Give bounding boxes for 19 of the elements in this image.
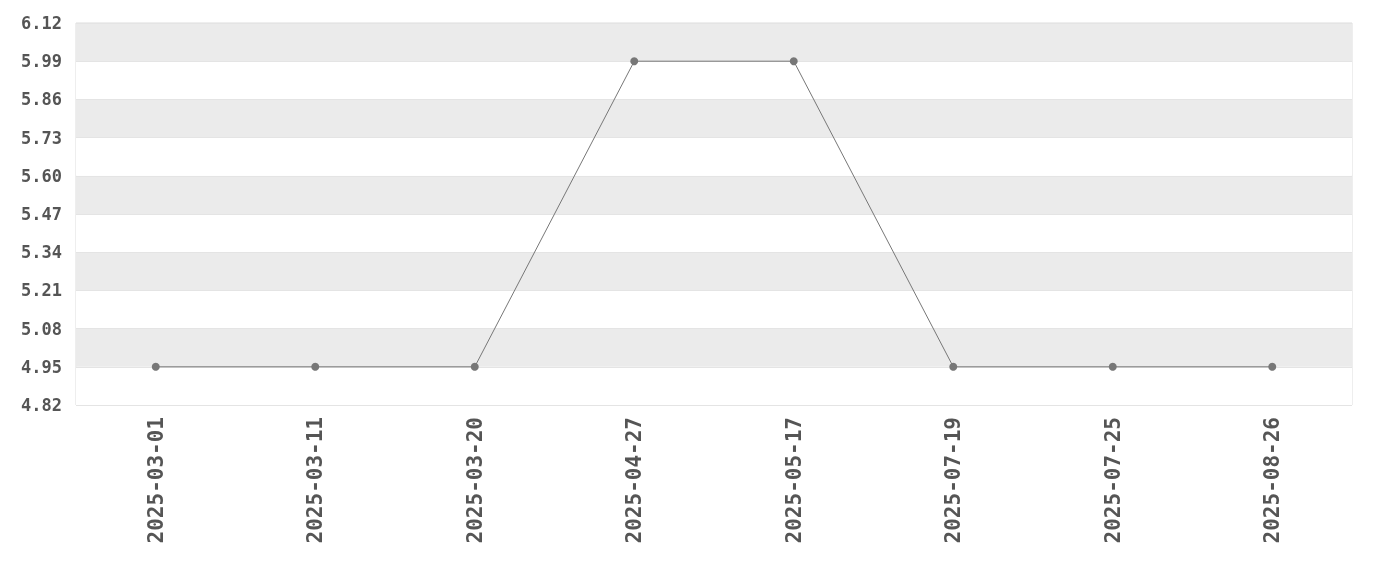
x-tick-label: 2025-05-17	[781, 417, 806, 544]
y-tick-label: 5.86	[21, 89, 62, 110]
x-tick-label: 2025-03-11	[303, 417, 328, 544]
y-tick-label: 4.95	[21, 356, 62, 377]
y-tick-label: 5.21	[21, 280, 62, 301]
x-tick-label: 2025-03-20	[462, 417, 487, 544]
y-tick-label: 4.82	[21, 395, 62, 415]
x-tick-label: 2025-03-01	[143, 417, 168, 544]
y-tick-label: 6.12	[21, 13, 62, 33]
y-tick-label: 5.73	[21, 127, 62, 148]
y-tick-label: 5.99	[21, 51, 62, 72]
y-tick-label: 5.34	[21, 242, 62, 263]
y-tick-label: 5.60	[21, 165, 62, 186]
x-tick-label: 2025-08-26	[1260, 417, 1285, 544]
x-tick-label: 2025-04-27	[622, 417, 647, 544]
y-tick-label: 5.47	[21, 204, 62, 224]
x-tick-label: 2025-07-19	[941, 417, 966, 544]
x-tick-label: 2025-07-25	[1100, 417, 1125, 544]
y-tick-label: 5.08	[21, 318, 62, 339]
